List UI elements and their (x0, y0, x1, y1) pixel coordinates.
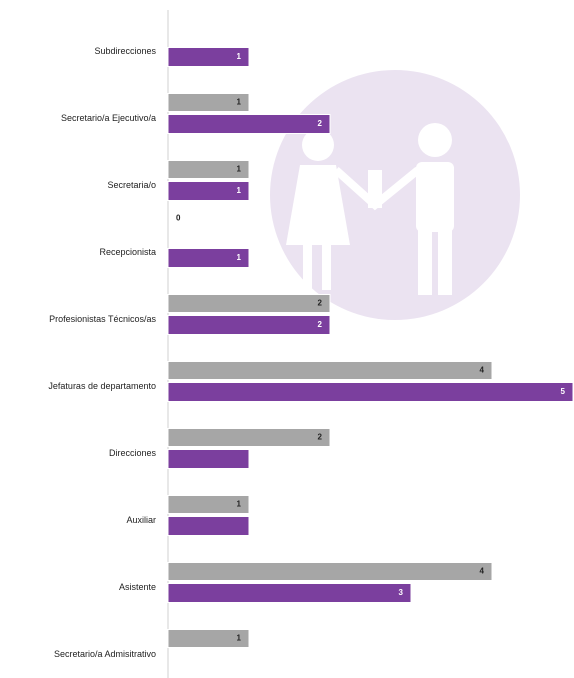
bar (167, 47, 250, 67)
y-tick-label: Jefaturas de departamento (48, 381, 156, 391)
bar (167, 449, 250, 469)
value-label: 2 (318, 433, 323, 442)
value-label: 4 (480, 366, 485, 375)
y-tick-label: Direcciones (109, 448, 157, 458)
bar (167, 114, 331, 134)
y-tick-label: Auxiliar (126, 515, 156, 525)
value-label: 1 (237, 165, 242, 174)
y-tick-label: Profesionistas Técnicos/as (49, 314, 156, 324)
value-label: 2 (318, 119, 323, 128)
value-label: 1 (237, 52, 242, 61)
value-label: 5 (561, 387, 566, 396)
value-label: 0 (176, 214, 181, 223)
watermark (270, 70, 520, 320)
value-label: 2 (318, 320, 323, 329)
bar (167, 248, 250, 268)
bar (167, 382, 574, 402)
y-tick-label: Asistente (119, 582, 156, 592)
value-label: 1 (237, 98, 242, 107)
bar (167, 361, 493, 380)
bar (167, 562, 493, 581)
value-label: 1 (237, 500, 242, 509)
value-label: 3 (399, 588, 404, 597)
y-tick-label: Subdirecciones (94, 46, 156, 56)
value-label: 2 (318, 299, 323, 308)
bar (167, 428, 331, 447)
bar (167, 495, 250, 514)
value-label: 4 (480, 567, 485, 576)
bar (167, 629, 250, 648)
value-label: 1 (237, 186, 242, 195)
y-tick-label: Recepcionista (99, 247, 156, 257)
bar (167, 294, 331, 313)
y-tick-label: Secretario/a Ejecutivo/a (61, 113, 156, 123)
y-tick-label: Secretaria/o (107, 180, 156, 190)
y-tick-label: Secretario/a Admisitrativo (54, 649, 156, 659)
bar (167, 516, 250, 536)
bar (167, 160, 250, 179)
bar (167, 315, 331, 335)
bar (167, 93, 250, 112)
value-label: 1 (237, 253, 242, 262)
bar (167, 583, 412, 603)
value-label: 1 (237, 634, 242, 643)
bar (167, 181, 250, 201)
